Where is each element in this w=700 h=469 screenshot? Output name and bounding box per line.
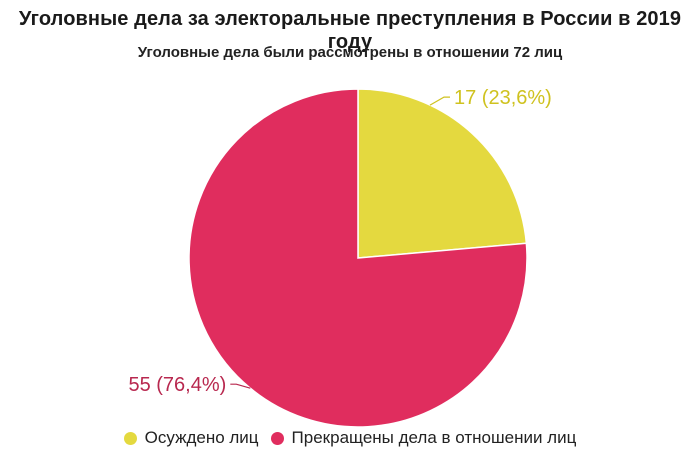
legend-item-terminated: Прекращены дела в отношении лиц xyxy=(270,428,577,448)
legend-item-convicted: Осуждено лиц xyxy=(123,428,259,448)
leader-line-terminated xyxy=(230,383,251,389)
legend: Осуждено лиц Прекращены дела в отношении… xyxy=(0,428,700,448)
legend-label-convicted: Осуждено лиц xyxy=(144,428,259,447)
chart-subtitle: Уголовные дела были рассмотрены в отноше… xyxy=(137,44,563,61)
pie-slice-convicted xyxy=(357,88,528,259)
data-label-terminated: 55 (76,4%) xyxy=(128,374,226,396)
pie-slice-terminated xyxy=(188,88,528,428)
chart-title: Уголовные дела за электоральные преступл… xyxy=(18,8,682,53)
data-label-convicted: 17 (23,6%) xyxy=(454,87,552,109)
legend-marker-convicted xyxy=(123,431,137,445)
legend-marker-terminated xyxy=(270,431,284,445)
legend-label-terminated: Прекращены дела в отношении лиц xyxy=(291,428,577,447)
leader-line-convicted xyxy=(429,96,450,106)
